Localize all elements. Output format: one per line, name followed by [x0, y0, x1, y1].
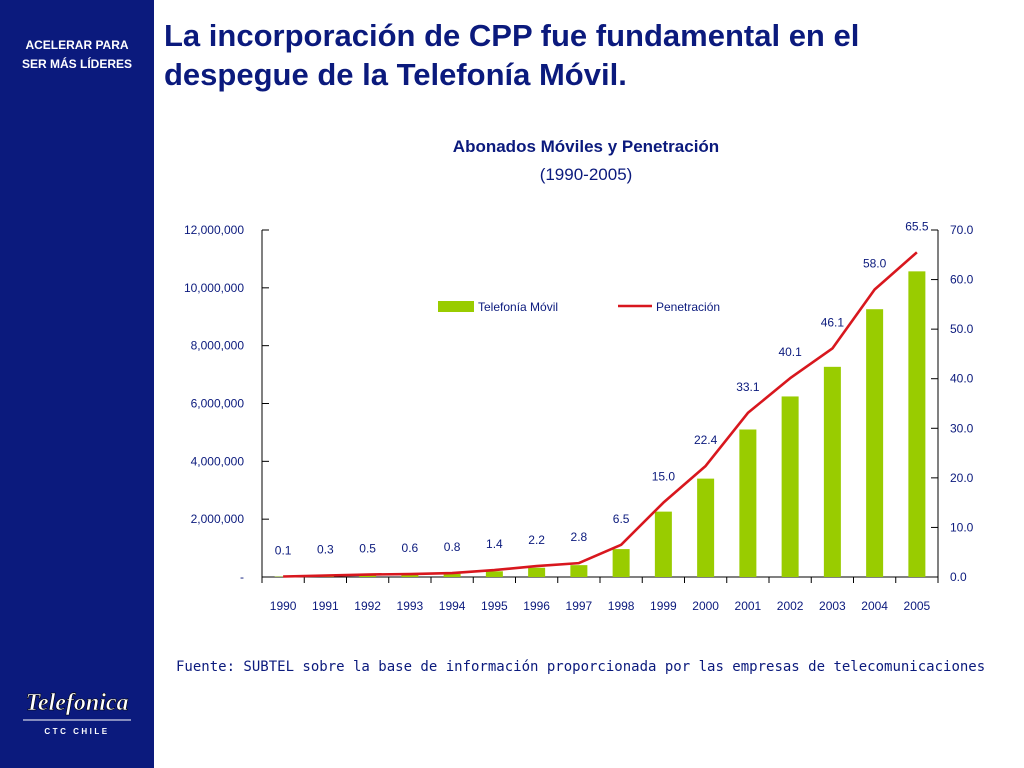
slide-title-line-2: despegue de la Telefonía Móvil.: [164, 57, 627, 92]
logo-subtext: CTC CHILE: [44, 727, 109, 736]
y-left-tick-label: 2,000,000: [191, 512, 245, 526]
y-right-tick-label: 10.0: [950, 520, 974, 534]
y-right-tick-label: 50.0: [950, 322, 974, 336]
chart-axes: - 2,000,000 4,000,000 6,000,000 8,000,000 10,…: [184, 223, 974, 613]
source-note: Fuente: SUBTEL sobre la base de informac…: [176, 659, 986, 675]
x-tick-label: 2001: [735, 599, 762, 613]
chart-bars: [274, 271, 926, 577]
chart-title: Abonados Móviles y Penetración: [453, 137, 719, 156]
x-tick-label: 1997: [566, 599, 593, 613]
data-label: 40.1: [778, 345, 802, 359]
chart: Abonados Móviles y Penetración (1990-200…: [184, 137, 974, 613]
bar: [612, 549, 630, 577]
x-tick-label: 2000: [692, 599, 719, 613]
bar: [866, 309, 884, 577]
x-tick-label: 2003: [819, 599, 846, 613]
x-tick-label: 1994: [439, 599, 466, 613]
data-label: 0.6: [402, 541, 419, 555]
bar: [528, 567, 546, 577]
bar: [654, 511, 672, 577]
data-label: 0.8: [444, 540, 461, 554]
y-left-tick-label: 12,000,000: [184, 223, 244, 237]
y-left-tick-label: 6,000,000: [191, 397, 245, 411]
x-tick-label: 1999: [650, 599, 677, 613]
chart-legend: Telefonía Móvil Penetración: [438, 300, 720, 314]
data-label: 15.0: [652, 470, 676, 484]
data-label: 65.5: [905, 219, 929, 233]
data-label: 0.1: [275, 544, 292, 558]
tagline-line-2: SER MÁS LÍDERES: [21, 57, 132, 71]
y-right-tick-label: 40.0: [950, 372, 974, 386]
x-tick-label: 1992: [354, 599, 381, 613]
y-right-tick-label: 60.0: [950, 273, 974, 287]
y-left-tick-label: -: [240, 570, 244, 584]
y-left-tick-label: 10,000,000: [184, 281, 244, 295]
tagline: ACELERAR PARA SER MÁS LÍDERES: [0, 36, 154, 74]
bar: [443, 573, 461, 577]
bar: [739, 429, 757, 577]
x-tick-label: 1998: [608, 599, 635, 613]
x-tick-label: 1993: [397, 599, 424, 613]
telefonica-logo: Telefonica CTC CHILE: [17, 684, 137, 740]
legend-line-label: Penetración: [656, 300, 720, 314]
sidebar: ACELERAR PARA SER MÁS LÍDERES Telefonica…: [0, 0, 154, 768]
slide-title-line-1: La incorporación de CPP fue fundamental …: [164, 18, 860, 53]
data-label: 6.5: [613, 512, 630, 526]
x-tick-label: 1996: [523, 599, 550, 613]
bar: [908, 271, 926, 577]
x-tick-label: 1991: [312, 599, 339, 613]
y-right-tick-label: 0.0: [950, 570, 967, 584]
bar: [781, 396, 799, 577]
y-right-tick-label: 70.0: [950, 223, 974, 237]
y-left-tick-label: 4,000,000: [191, 454, 245, 468]
x-tick-label: 2005: [904, 599, 931, 613]
x-tick-label: 1990: [270, 599, 297, 613]
x-tick-label: 2004: [861, 599, 888, 613]
bar: [359, 575, 377, 577]
tagline-line-1: ACELERAR PARA: [25, 38, 129, 52]
data-label: 0.5: [359, 542, 376, 556]
slide-title: La incorporación de CPP fue fundamental …: [164, 16, 984, 94]
data-label: 46.1: [821, 315, 845, 329]
x-tick-label: 2002: [777, 599, 804, 613]
chart-line: 0.1 0.3 0.5 0.6 0.8 1.4 2.2 2.8 6.5 15.0 22.4 33.1 4…: [275, 219, 929, 578]
bar: [823, 366, 841, 577]
data-label: 22.4: [694, 433, 718, 447]
penetration-line: [283, 251, 918, 578]
data-label: 2.8: [571, 530, 588, 544]
legend-bar-swatch: [438, 301, 474, 312]
chart-subtitle: (1990-2005): [540, 165, 633, 184]
data-label: 2.2: [528, 533, 545, 547]
bar: [697, 478, 715, 577]
bar: [570, 565, 588, 577]
y-right-tick-label: 20.0: [950, 471, 974, 485]
bar: [485, 571, 503, 577]
legend-bar-label: Telefonía Móvil: [478, 300, 558, 314]
data-label: 0.3: [317, 543, 334, 557]
data-label: 33.1: [736, 380, 760, 394]
data-label: 1.4: [486, 537, 503, 551]
logo-wordmark: Telefonica: [25, 690, 128, 716]
y-left-tick-label: 8,000,000: [191, 339, 245, 353]
x-tick-label: 1995: [481, 599, 508, 613]
y-right-tick-label: 30.0: [950, 421, 974, 435]
data-label: 58.0: [863, 256, 887, 270]
bar: [401, 574, 419, 577]
